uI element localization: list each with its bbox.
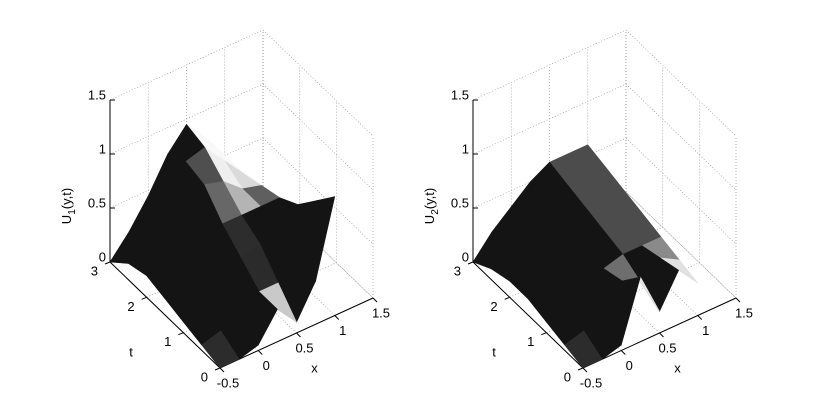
y-tick-label: 2 <box>490 299 497 314</box>
x-axis-label: x <box>674 360 681 375</box>
tick-mark <box>296 332 301 338</box>
y-tick-label: 3 <box>91 263 98 278</box>
y-axis <box>109 261 221 369</box>
x-tick-label: -0.5 <box>580 375 602 390</box>
x-tick-label: -0.5 <box>217 375 239 390</box>
z-tick-label: 0.5 <box>451 195 469 210</box>
y-tick-label: 0 <box>564 369 571 384</box>
x-tick-label: 1 <box>339 323 346 338</box>
y-axis-label: t <box>129 344 133 359</box>
x-axis <box>219 297 374 369</box>
x-tick-label: 1.5 <box>372 305 390 320</box>
grid-line <box>109 83 264 155</box>
tick-mark <box>467 261 474 265</box>
tick-mark <box>214 367 221 371</box>
x-tick-label: 1.5 <box>735 305 753 320</box>
tick-mark <box>334 315 340 320</box>
tick-mark <box>582 367 588 373</box>
y-axis <box>472 261 584 369</box>
x-tick-label: 0.5 <box>658 340 676 355</box>
grid-line <box>472 83 627 155</box>
grid-line <box>625 29 737 137</box>
tick-mark <box>697 315 703 320</box>
x-tick-label: 1 <box>702 323 709 338</box>
z-axis-label-part: 2 <box>430 209 441 215</box>
y-tick-label: 3 <box>454 263 461 278</box>
surface-patch <box>201 330 240 369</box>
z-axis-label-part: U <box>59 215 74 224</box>
grid-line <box>262 83 374 191</box>
x-tick-label: 0 <box>263 358 270 373</box>
tick-mark <box>219 367 225 373</box>
tick-mark <box>659 332 664 338</box>
x-tick-label: 0 <box>626 358 633 373</box>
z-tick-label: 0 <box>462 249 469 264</box>
x-tick-label: 0.5 <box>295 340 313 355</box>
tick-mark <box>372 297 378 303</box>
z-tick-label: 1 <box>462 141 469 156</box>
x-axis-label: x <box>311 360 318 375</box>
tick-mark <box>178 332 184 336</box>
y-tick-label: 2 <box>127 299 134 314</box>
z-tick-label: 1.5 <box>451 87 469 102</box>
grid-line <box>472 29 627 101</box>
z-axis-label: U1(y,t) <box>59 188 77 224</box>
z-axis-label: U2(y,t) <box>422 188 440 224</box>
tick-mark <box>620 350 626 355</box>
z-tick-label: 1.5 <box>88 87 106 102</box>
grid-line <box>109 29 264 101</box>
z-axis-label-part: (y,t) <box>422 188 437 209</box>
tick-mark <box>735 297 741 303</box>
z-axis-label-part: (y,t) <box>59 188 74 209</box>
y-tick-label: 1 <box>527 334 534 349</box>
z-tick-label: 1 <box>99 141 106 156</box>
tick-mark <box>504 296 510 300</box>
surface-patch <box>564 330 603 369</box>
tick-mark <box>541 332 547 336</box>
tick-mark <box>104 261 111 265</box>
tick-mark <box>257 350 263 355</box>
x-axis <box>582 297 737 369</box>
grid-line <box>625 83 737 191</box>
tick-mark <box>141 296 147 300</box>
z-tick-label: 0 <box>99 249 106 264</box>
z-axis-label-part: U <box>422 215 437 224</box>
y-tick-label: 1 <box>164 334 171 349</box>
y-axis-label: t <box>492 344 496 359</box>
z-axis-label-part: 1 <box>67 209 78 215</box>
tick-mark <box>577 367 584 371</box>
y-tick-label: 0 <box>201 369 208 384</box>
grid-line <box>262 29 374 137</box>
z-tick-label: 0.5 <box>88 195 106 210</box>
